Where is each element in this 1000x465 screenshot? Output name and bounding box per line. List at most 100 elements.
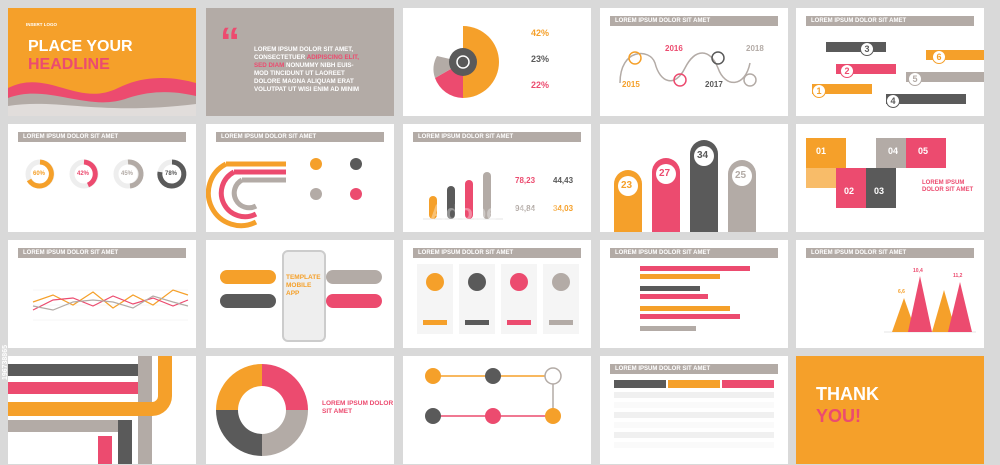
bar-chart bbox=[423, 172, 503, 220]
curve-02: 02 bbox=[844, 186, 855, 196]
quote-line2b: ADIPISCING ELIT, bbox=[306, 54, 359, 61]
donut-78: 78% bbox=[165, 171, 178, 177]
app-pills bbox=[220, 270, 382, 308]
slide-title: LOREM IPSUM DOLOR SIT AMET bbox=[610, 248, 778, 258]
slide-s-curve[interactable]: 01 02 03 04 05 LOREM IPSUM DOLOR SIT AME… bbox=[796, 124, 984, 232]
slide-title: LOREM IPSUM DOLOR SIT AMET bbox=[610, 16, 778, 26]
slide-title: LOREM IPSUM DOLOR SIT AMET bbox=[806, 16, 974, 26]
slide-four-cards[interactable]: LOREM IPSUM DOLOR SIT AMET bbox=[403, 240, 591, 348]
triangle-chart bbox=[884, 276, 976, 333]
slide-table[interactable]: LOREM IPSUM DOLOR SIT AMET bbox=[600, 356, 788, 464]
pillar-27: 27 bbox=[659, 168, 671, 179]
donut-60: 60% bbox=[33, 171, 46, 177]
slide-thank-you[interactable]: THANK YOU! bbox=[796, 356, 984, 464]
slide-numbered-steps[interactable]: LOREM IPSUM DOLOR SIT AMET 3 6 2 5 1 4 bbox=[796, 8, 984, 116]
step-2: 2 bbox=[840, 64, 854, 78]
slide-title: LOREM IPSUM DOLOR SIT AMET bbox=[806, 248, 974, 258]
donut-chart bbox=[433, 26, 499, 98]
slide-process-flow[interactable] bbox=[403, 356, 591, 464]
step-1: 1 bbox=[812, 84, 826, 98]
quote-icon: “ bbox=[220, 20, 240, 64]
curve-05: 05 bbox=[918, 146, 929, 156]
watermark-text: Adobe Stock bbox=[430, 200, 565, 225]
pct-42: 42% bbox=[531, 28, 550, 38]
slide-headline[interactable]: INSERT LOGO PLACE YOUR HEADLINE bbox=[8, 8, 196, 116]
slide-four-donuts[interactable]: LOREM IPSUM DOLOR SIT AMET 60% 42% 45% 7… bbox=[8, 124, 196, 232]
app-title-1: TEMPLATE bbox=[286, 274, 321, 281]
ring-title-2: SIT AMET bbox=[322, 408, 353, 415]
phone-mockup bbox=[282, 250, 326, 342]
app-title-2: MOBILE bbox=[286, 282, 312, 289]
slide-arc-bars[interactable]: LOREM IPSUM DOLOR SIT AMET bbox=[206, 124, 394, 232]
curve-label-1: LOREM IPSUM bbox=[922, 180, 965, 186]
pillar-shapes bbox=[614, 140, 756, 232]
quote-line5: DOLORE MAGNA ALIQUAM ERAT bbox=[254, 78, 354, 85]
steps-ribbons bbox=[812, 42, 984, 104]
slide-pillars[interactable]: 23 27 34 25 bbox=[600, 124, 788, 232]
donut-row bbox=[25, 159, 187, 189]
curve-label-2: DOLOR SIT AMET bbox=[922, 187, 974, 193]
ring-chart bbox=[216, 364, 308, 456]
thank-line: THANK bbox=[816, 384, 879, 404]
quote-line3a: SED DIAM bbox=[254, 62, 285, 69]
slide-triangle-chart[interactable]: LOREM IPSUM DOLOR SIT AMET 6,6 10,4 11,2 bbox=[796, 240, 984, 348]
step-5: 5 bbox=[908, 72, 922, 86]
headline-line2: HEADLINE bbox=[28, 56, 110, 73]
step-6: 6 bbox=[932, 50, 946, 64]
year-2015: 2015 bbox=[622, 80, 640, 89]
quote-line6: VOLUTPAT UT WISI ENIM AD MINIM bbox=[254, 86, 360, 93]
slide-title: LOREM IPSUM DOLOR SIT AMET bbox=[413, 248, 581, 258]
pct-22: 22% bbox=[531, 80, 550, 90]
curve-03: 03 bbox=[874, 186, 885, 196]
quote-line1: LOREM IPSUM DOLOR SIT AMET, bbox=[254, 46, 354, 53]
slide-quote[interactable]: “ LOREM IPSUM DOLOR SIT AMET, CONSECTETU… bbox=[206, 8, 394, 116]
quote-line4: MOD TINCIDUNT UT LAOREET bbox=[254, 70, 345, 77]
slide-title: LOREM IPSUM DOLOR SIT AMET bbox=[413, 132, 581, 142]
tri-value-3: 11,2 bbox=[953, 273, 963, 279]
quote-line3b: NONUMMY NIBH EUIS- bbox=[286, 62, 354, 69]
curve-04: 04 bbox=[888, 146, 899, 156]
year-2017: 2017 bbox=[705, 80, 723, 89]
slide-donut-percent[interactable]: 42% 23% 22% bbox=[403, 8, 591, 116]
arc-rainbow bbox=[206, 158, 362, 229]
slide-line-chart[interactable]: LOREM IPSUM DOLOR SIT AMET bbox=[8, 240, 196, 348]
pct-23: 23% bbox=[531, 54, 550, 64]
slide-title: LOREM IPSUM DOLOR SIT AMET bbox=[18, 132, 186, 142]
card-set bbox=[417, 264, 579, 334]
slide-timeline[interactable]: LOREM IPSUM DOLOR SIT AMET 2015 2016 201… bbox=[600, 8, 788, 116]
bar-value-1: 78,23 bbox=[515, 176, 536, 185]
bar-value-3: 94,84 bbox=[515, 204, 536, 213]
bar-value-4: 34,03 bbox=[553, 204, 574, 213]
table-grid bbox=[614, 380, 774, 448]
process-lines bbox=[425, 367, 562, 424]
step-3: 3 bbox=[860, 42, 874, 56]
timeline-path bbox=[619, 51, 757, 87]
tri-value-2: 10,4 bbox=[913, 268, 923, 274]
stock-id: 196738865 bbox=[2, 345, 9, 381]
pillar-23: 23 bbox=[621, 180, 633, 191]
s-curve-shapes bbox=[806, 138, 946, 208]
app-title-3: APP bbox=[286, 290, 300, 297]
pillar-25: 25 bbox=[735, 170, 747, 181]
wave-decoration bbox=[8, 78, 196, 116]
bar-value-2: 44,43 bbox=[553, 176, 574, 185]
slide-mobile-app[interactable]: TEMPLATE MOBILE APP bbox=[206, 240, 394, 348]
you-line: YOU! bbox=[816, 406, 861, 426]
quote-line2a: CONSECTETUER bbox=[254, 54, 306, 61]
ring-title-1: LOREM IPSUM DOLOR bbox=[322, 400, 394, 407]
tri-value-1: 6,6 bbox=[898, 289, 905, 295]
slide-ring-segments[interactable]: LOREM IPSUM DOLOR SIT AMET bbox=[206, 356, 394, 464]
logo-placeholder: INSERT LOGO bbox=[26, 22, 58, 27]
slide-ribbon-list[interactable] bbox=[8, 356, 196, 464]
slide-horizontal-bars[interactable]: LOREM IPSUM DOLOR SIT AMET bbox=[600, 240, 788, 348]
line-chart bbox=[32, 289, 189, 321]
slide-title: LOREM IPSUM DOLOR SIT AMET bbox=[18, 248, 186, 258]
curve-01: 01 bbox=[816, 146, 827, 156]
slide-bar-chart[interactable]: LOREM IPSUM DOLOR SIT AMET 78,23 44,43 9… bbox=[403, 124, 591, 232]
step-4: 4 bbox=[886, 94, 900, 108]
year-2016: 2016 bbox=[665, 44, 683, 53]
slide-title: LOREM IPSUM DOLOR SIT AMET bbox=[610, 364, 778, 374]
donut-42: 42% bbox=[77, 171, 90, 177]
hbar-chart bbox=[640, 266, 750, 331]
